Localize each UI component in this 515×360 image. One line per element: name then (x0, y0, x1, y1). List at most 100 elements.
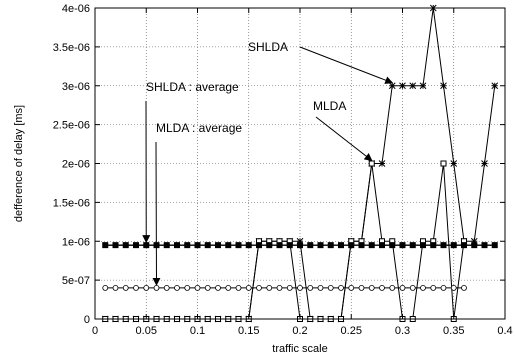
data-point-filled-square (163, 242, 170, 249)
data-point-filled-square (307, 242, 314, 249)
y-tick-label: 1e-06 (62, 236, 90, 248)
data-point-filled-square (204, 242, 211, 249)
y-axis-label: defference of delay [ms] (13, 105, 25, 222)
x-tick-label: 0.4 (497, 325, 512, 337)
data-point-circle (102, 284, 109, 291)
data-point-filled-square (235, 242, 242, 249)
data-point-square (368, 160, 375, 167)
data-point-star (409, 82, 417, 90)
y-tick-label: 0 (84, 314, 90, 326)
data-point-filled-square (348, 242, 355, 249)
data-point-square (440, 160, 447, 167)
data-point-filled-square (184, 242, 191, 249)
data-point-star (440, 82, 447, 90)
data-point-filled-square (112, 242, 119, 249)
annotation-label: MLDA : average (156, 121, 242, 135)
data-point-filled-square (481, 242, 488, 249)
data-point-circle (225, 284, 232, 291)
data-point-star (378, 160, 386, 167)
x-tick-label: 0.3 (395, 325, 410, 337)
grid (95, 8, 505, 319)
x-tick-label: 0.15 (238, 325, 259, 337)
data-point-circle (153, 284, 160, 291)
data-point-filled-square (409, 242, 416, 249)
data-point-filled-square (102, 242, 109, 249)
data-point-filled-square (286, 242, 293, 249)
x-tick-label: 0.05 (136, 325, 157, 337)
data-point-filled-square (399, 242, 406, 249)
data-point-filled-square (430, 242, 437, 249)
annotation-arrow (299, 46, 394, 84)
annotation-label: SHLDA : average (146, 80, 239, 94)
series-markers (102, 284, 467, 291)
data-point-filled-square (420, 242, 426, 249)
annotation-label: SHLDA (248, 40, 288, 54)
y-tick-label: 5e-07 (62, 275, 90, 287)
x-tick-label: 0 (92, 325, 98, 337)
data-point-filled-square (133, 242, 139, 249)
data-point-filled-square (368, 242, 375, 249)
data-point-circle (133, 284, 139, 291)
data-point-circle (266, 284, 273, 291)
data-point-circle (235, 284, 242, 291)
data-point-filled-square (276, 242, 283, 249)
data-point-circle (358, 284, 365, 291)
data-point-circle (348, 284, 355, 291)
data-point-filled-square (461, 242, 467, 249)
data-point-filled-square (266, 242, 273, 249)
data-point-circle (112, 284, 119, 291)
y-tick-label: 2e-06 (62, 159, 90, 171)
data-point-circle (276, 284, 283, 291)
data-point-circle (327, 284, 334, 291)
data-point-star (388, 82, 396, 90)
x-tick-label: 0.2 (292, 325, 307, 337)
y-tick-label: 1.5e-06 (53, 197, 90, 209)
data-point-filled-square (358, 242, 365, 249)
data-point-filled-square (194, 242, 201, 249)
data-point-circle (143, 284, 150, 291)
data-point-circle (399, 284, 406, 291)
data-point-circle (450, 284, 457, 291)
data-point-circle (430, 284, 437, 291)
series-markers (102, 242, 498, 249)
data-point-filled-square (143, 242, 150, 249)
data-point-circle (440, 284, 447, 291)
annotations: SHLDA MLDA SHLDA : average MLDA : average (142, 40, 394, 286)
data-point-circle (286, 284, 293, 291)
y-tick-label: 4e-06 (62, 3, 90, 15)
data-point-circle (174, 284, 180, 291)
data-point-circle (368, 284, 375, 291)
annotation-arrow (152, 141, 161, 286)
data-point-star (481, 160, 488, 167)
y-tick-label: 3.5e-06 (53, 42, 90, 54)
data-point-filled-square (450, 242, 457, 249)
data-point-circle (389, 284, 396, 291)
x-tick-label: 0.1 (190, 325, 205, 337)
data-point-filled-square (338, 242, 344, 249)
data-point-circle (184, 284, 191, 291)
annotation-label: MLDA (313, 99, 346, 113)
data-point-circle (420, 284, 426, 291)
data-point-filled-square (297, 242, 303, 249)
data-point-circle (461, 284, 467, 291)
data-point-star (399, 82, 406, 90)
data-point-circle (317, 284, 324, 291)
data-point-filled-square (245, 242, 252, 249)
data-point-circle (379, 284, 385, 291)
data-point-circle (122, 284, 129, 291)
y-tick-label: 3e-06 (62, 81, 90, 93)
data-point-filled-square (256, 242, 262, 249)
data-point-circle (194, 284, 201, 291)
data-point-star (491, 82, 499, 90)
x-tick-label: 0.25 (341, 325, 362, 337)
data-point-circle (338, 284, 344, 291)
data-point-circle (204, 284, 211, 291)
data-point-filled-square (389, 242, 396, 249)
data-point-circle (307, 284, 314, 291)
data-point-filled-square (174, 242, 180, 249)
axes: 0 0.05 0.1 0.15 0.2 0.25 0.3 0.35 0.4 0 5e-07 1e-06… (53, 3, 513, 337)
data-point-filled-square (379, 242, 385, 249)
data-point-filled-square (471, 242, 478, 249)
data-point-star (419, 82, 427, 90)
